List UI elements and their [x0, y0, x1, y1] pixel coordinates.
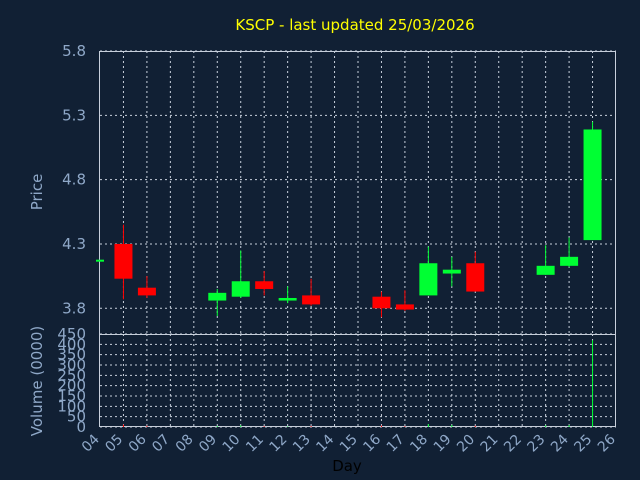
x-tick-label: 19	[431, 432, 455, 456]
volume-tick-label: 300	[57, 356, 86, 374]
x-tick-label: 21	[478, 432, 502, 456]
volume-plot-frame	[99, 334, 616, 427]
x-tick-label: 11	[243, 432, 267, 456]
price-tick-label: 4.8	[62, 171, 86, 189]
x-tick-label: 12	[267, 432, 291, 456]
x-tick-label: 06	[126, 431, 150, 455]
candle-body	[208, 292, 227, 301]
x-tick-label: 09	[196, 432, 220, 456]
price-y-ticks: 3.8 4.3 4.8 5.3 5.8	[62, 42, 86, 317]
candle-body	[96, 259, 104, 262]
x-tick-label: 14	[313, 431, 337, 455]
x-tick-label: 17	[384, 432, 408, 456]
x-tick-label: 08	[173, 432, 197, 456]
x-tick-label: 15	[337, 432, 361, 456]
volume-tick-label: 150	[57, 387, 86, 405]
x-tick-label: 10	[220, 432, 244, 456]
candle-body	[302, 295, 321, 305]
candle-body	[442, 269, 461, 274]
x-tick-label: 13	[290, 432, 314, 456]
candle-body	[372, 296, 391, 309]
volume-tick-label: 100	[57, 397, 86, 415]
x-tick-label: 05	[102, 432, 126, 456]
volume-tick-label: 250	[57, 366, 86, 384]
x-ticks: 04 05 06 07 08 09 10 11 12 13 14 15 16 17 18 19 20 21 22 23…	[79, 431, 619, 455]
volume-tick-label: 50	[67, 408, 86, 426]
candle-body	[536, 265, 555, 275]
x-tick-label: 22	[501, 432, 525, 456]
x-tick-label: 24	[548, 431, 572, 455]
x-tick-label: 16	[360, 431, 384, 455]
candle-body	[583, 129, 602, 241]
candles	[96, 121, 602, 318]
price-tick-label: 3.8	[62, 299, 86, 317]
candle-body	[419, 263, 438, 296]
price-grid	[100, 50, 616, 334]
x-tick-label: 18	[407, 432, 431, 456]
x-axis-label: Day	[332, 457, 362, 475]
volume-tick-label: 200	[57, 377, 86, 395]
volume-tick-label: 450	[57, 325, 86, 343]
volume-tick-label: 400	[57, 335, 86, 353]
candle-body	[560, 256, 579, 266]
volume-axis-label: Volume (0000)	[28, 326, 46, 436]
volume-bars	[122, 340, 594, 427]
candle-body	[255, 281, 274, 289]
candle-body	[395, 304, 414, 310]
volume-grid	[100, 333, 616, 428]
x-tick-label: 26	[595, 431, 619, 455]
chart-title: KSCP - last updated 25/03/2026	[235, 16, 474, 34]
price-tick-label: 4.3	[62, 235, 86, 253]
candle-body	[137, 287, 156, 296]
candle-body	[114, 243, 133, 279]
candle-body	[278, 297, 297, 301]
volume-tick-label: 0	[76, 418, 86, 436]
candle-body	[231, 281, 250, 297]
price-tick-label: 5.8	[62, 42, 86, 60]
x-tick-label: 20	[454, 432, 478, 456]
price-axis-label: Price	[28, 174, 46, 211]
candle-body	[466, 263, 485, 292]
x-tick-label: 23	[525, 432, 549, 456]
x-tick-label: 25	[571, 432, 595, 456]
price-tick-label: 5.3	[62, 106, 86, 124]
x-tick-label: 07	[149, 432, 173, 456]
volume-tick-label: 350	[57, 346, 86, 364]
